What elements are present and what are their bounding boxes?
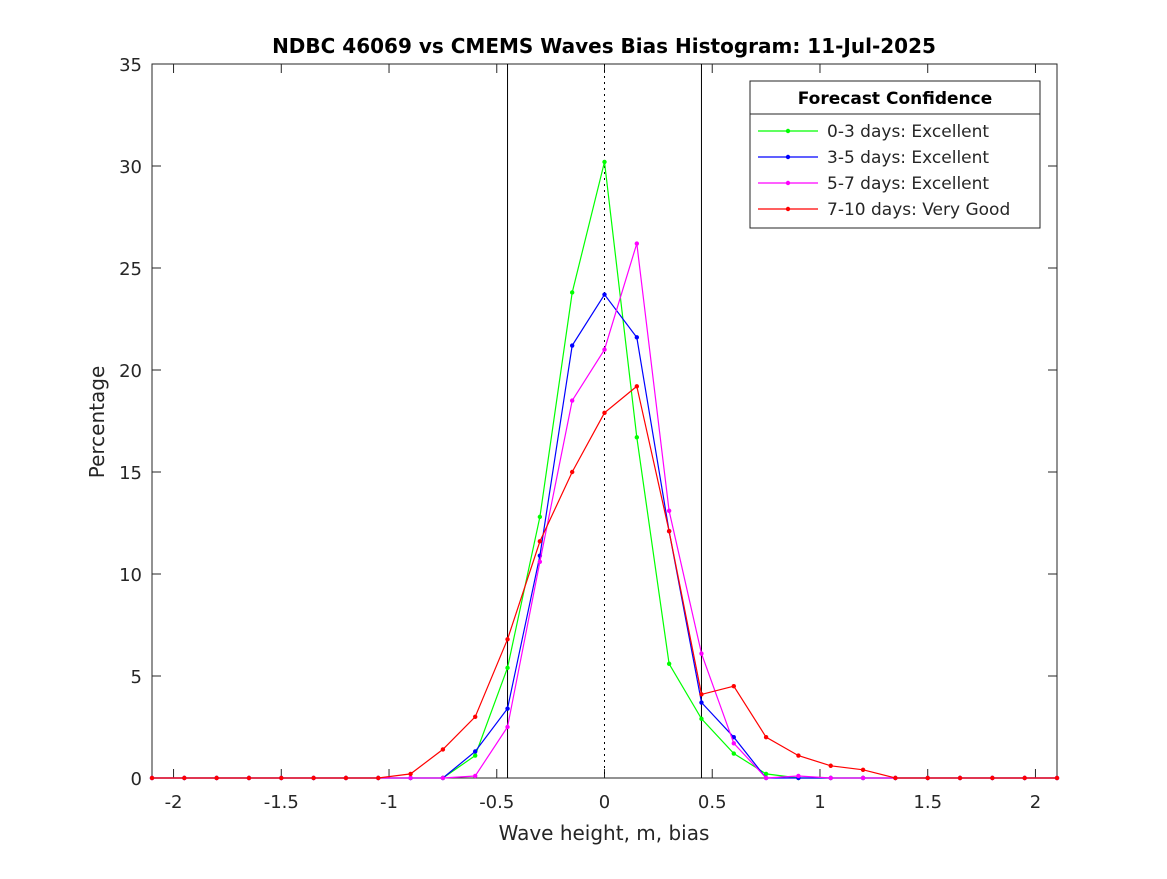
series-3-point (731, 741, 736, 746)
series-2-point (473, 749, 478, 754)
series-4-point (731, 684, 736, 689)
x-tick-label: 2 (1030, 792, 1041, 813)
legend-entry-label: 5-7 days: Excellent (827, 174, 989, 194)
x-tick-label: -1 (380, 792, 398, 813)
series-1-point (731, 751, 736, 756)
series-4-point (376, 775, 381, 781)
series-3-point (796, 773, 801, 779)
x-axis-label: Wave height, m, bias (499, 821, 710, 845)
series-4-point (990, 775, 995, 781)
series-1-point (505, 665, 510, 671)
series-4-point (246, 775, 252, 781)
x-tick-label: 0 (599, 792, 610, 813)
legend-entry-label: 0-3 days: Excellent (827, 122, 989, 142)
series-4-point (1054, 775, 1060, 781)
series-3-point (473, 773, 478, 779)
series-4-point (505, 637, 510, 642)
series-3-point (699, 651, 704, 656)
x-tick-label: 1 (814, 792, 825, 813)
series-2-point (731, 735, 736, 740)
series-4-point (602, 410, 607, 416)
series-4-point (828, 763, 833, 768)
series-3-point (569, 398, 575, 403)
x-tick-label: -1.5 (264, 792, 299, 813)
series-4-point (666, 528, 672, 534)
x-tick-label: 1.5 (913, 792, 942, 813)
series-4-point (537, 539, 543, 544)
series-4-point (408, 771, 413, 777)
series-3-point (537, 559, 543, 564)
x-tick-label: 0.5 (698, 792, 727, 813)
series-1-point (569, 290, 575, 295)
plot-area: -2 -1.5 -1 -0.5 0 0.5 1 1.5 205101520253035Forec… (119, 55, 1060, 813)
series-4-point (311, 775, 316, 781)
legend-swatch-marker (785, 154, 791, 160)
y-tick-label: 30 (119, 157, 142, 178)
series-2-point (634, 335, 640, 340)
legend-swatch-marker (785, 206, 791, 212)
series-3-point (634, 241, 640, 246)
series-4-point (279, 775, 284, 781)
series-4-point (440, 747, 446, 752)
series-4-point (796, 753, 801, 758)
legend-entry-label: 3-5 days: Excellent (827, 148, 989, 168)
series-3-point (602, 347, 607, 352)
y-tick-label: 10 (119, 565, 142, 586)
y-tick-label: 20 (119, 361, 142, 382)
series-1-point (699, 716, 704, 722)
series-2-point (602, 292, 607, 297)
series-1-point (602, 159, 607, 165)
series-2-point (569, 343, 575, 348)
series-4-point (893, 775, 898, 781)
series-1-point (634, 435, 640, 440)
legend-box (749, 80, 1041, 229)
legend-entry-label: 7-10 days: Very Good (827, 200, 1010, 220)
y-tick-label: 0 (131, 769, 142, 790)
x-tick-label: -2 (165, 792, 183, 813)
series-3-point (505, 724, 510, 730)
legend-title: Forecast Confidence (798, 89, 993, 109)
series-3-point (408, 775, 413, 781)
series-1-point (666, 661, 672, 666)
y-tick-label: 25 (119, 259, 142, 280)
y-tick-label: 35 (119, 55, 142, 76)
series-4-point (473, 714, 478, 719)
series-4-point (957, 775, 963, 781)
series-3-point (666, 508, 672, 513)
series-4-point (1022, 775, 1027, 781)
series-1-point (473, 753, 478, 758)
series-4-point (763, 735, 769, 740)
chart-title: NDBC 46069 vs CMEMS Waves Bias Histogram… (272, 34, 936, 58)
series-4-point (699, 692, 704, 697)
series-4-point (182, 775, 187, 781)
series-4-point (214, 775, 219, 781)
series-2-point (699, 700, 704, 705)
y-tick-label: 5 (131, 667, 142, 688)
series-4-point (925, 775, 930, 781)
series-2-point (505, 706, 510, 711)
series-4-point (634, 384, 640, 389)
series-3-point (828, 775, 833, 781)
series-1-point (763, 771, 769, 777)
series-4-point (860, 767, 866, 773)
series-4-point (569, 469, 575, 475)
series-3-point (860, 775, 866, 781)
y-tick-label: 15 (119, 463, 142, 484)
legend-swatch-marker (785, 128, 791, 134)
series-3-point (440, 775, 446, 781)
y-axis-label: Percentage (85, 366, 109, 479)
legend-swatch-marker (785, 180, 791, 186)
series-1-point (537, 514, 543, 520)
series-4-point (149, 775, 155, 781)
x-tick-label: -0.5 (479, 792, 514, 813)
series-4-point (343, 775, 349, 781)
series-3-point (763, 775, 769, 781)
